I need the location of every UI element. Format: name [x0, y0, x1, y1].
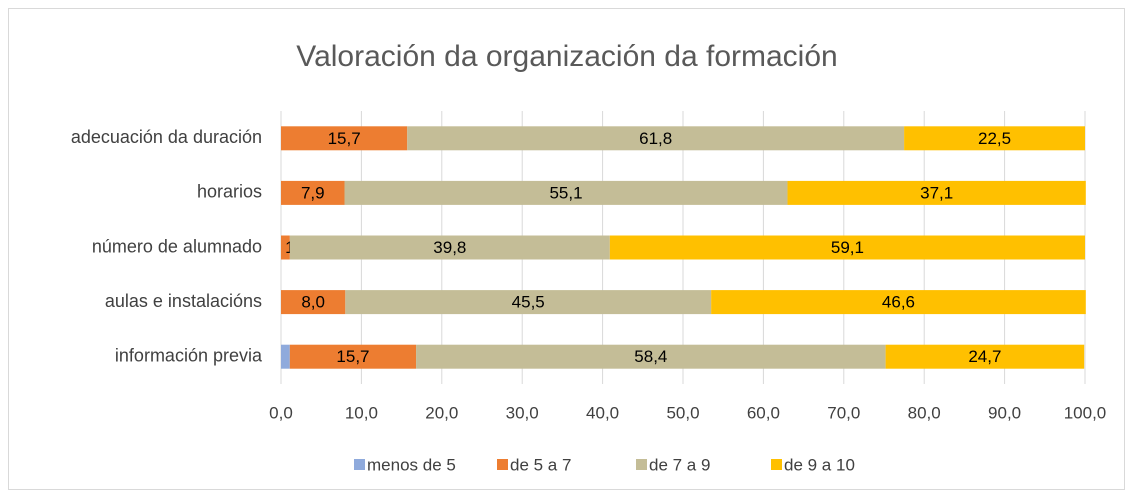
- legend-swatch: [636, 459, 647, 470]
- x-tick-label: 80,0: [908, 403, 941, 422]
- bar-segment: [281, 290, 346, 315]
- legend-swatch: [497, 459, 508, 470]
- x-tick-label: 0,0: [269, 403, 293, 422]
- bar-segment: [345, 290, 712, 315]
- bar-segment: [344, 180, 788, 205]
- y-tick-label: horarios: [197, 182, 262, 202]
- x-tick-label: 20,0: [425, 403, 458, 422]
- value-label: 22,5: [978, 129, 1011, 148]
- bar-segment: [289, 344, 417, 369]
- value-label: 59,1: [831, 238, 864, 257]
- x-tick-label: 70,0: [827, 403, 860, 422]
- x-tick-label: 40,0: [586, 403, 619, 422]
- bar-segment: [416, 344, 886, 369]
- value-label: 61,8: [639, 129, 672, 148]
- value-label: 55,1: [549, 183, 582, 202]
- x-tick-label: 30,0: [506, 403, 539, 422]
- y-tick-label: adecuación da duración: [71, 127, 262, 147]
- bar-segment: [281, 344, 290, 369]
- bar-segment: [711, 290, 1086, 315]
- value-label: 39,8: [433, 238, 466, 257]
- x-tick-label: 90,0: [988, 403, 1021, 422]
- legend-label: menos de 5: [367, 455, 456, 474]
- value-label: 37,1: [920, 183, 953, 202]
- bar-segment: [407, 126, 905, 151]
- legend-label: de 7 a 9: [649, 455, 710, 474]
- bar-segment: [904, 126, 1085, 151]
- legend-swatch: [354, 459, 365, 470]
- value-label: 15,7: [328, 129, 361, 148]
- bar-segment: [289, 235, 610, 260]
- bar-segment: [885, 344, 1085, 369]
- y-tick-label: información previa: [115, 345, 263, 365]
- value-label: 15,7: [336, 347, 369, 366]
- bar-segment: [609, 235, 1085, 260]
- bar-segment: [281, 126, 408, 151]
- bar-segment: [281, 235, 290, 260]
- value-label: 24,7: [968, 347, 1001, 366]
- value-label: 7,9: [301, 183, 325, 202]
- x-tick-label: 10,0: [345, 403, 378, 422]
- bar-segment: [281, 180, 345, 205]
- legend-label: de 9 a 10: [784, 455, 855, 474]
- bar-segment: [787, 180, 1086, 205]
- y-tick-label: aulas e instalacións: [105, 291, 262, 311]
- y-tick-label: número de alumnado: [92, 236, 262, 256]
- value-label: 8,0: [301, 293, 325, 312]
- legend-label: de 5 a 7: [510, 455, 571, 474]
- value-label: 45,5: [512, 293, 545, 312]
- chart-title: Valoración da organización da formación: [296, 40, 837, 73]
- x-tick-label: 60,0: [747, 403, 780, 422]
- x-tick-label: 50,0: [666, 403, 699, 422]
- legend-swatch: [771, 459, 782, 470]
- value-label: 58,4: [634, 347, 667, 366]
- x-tick-label: 100,0: [1064, 403, 1107, 422]
- value-label: 46,6: [882, 293, 915, 312]
